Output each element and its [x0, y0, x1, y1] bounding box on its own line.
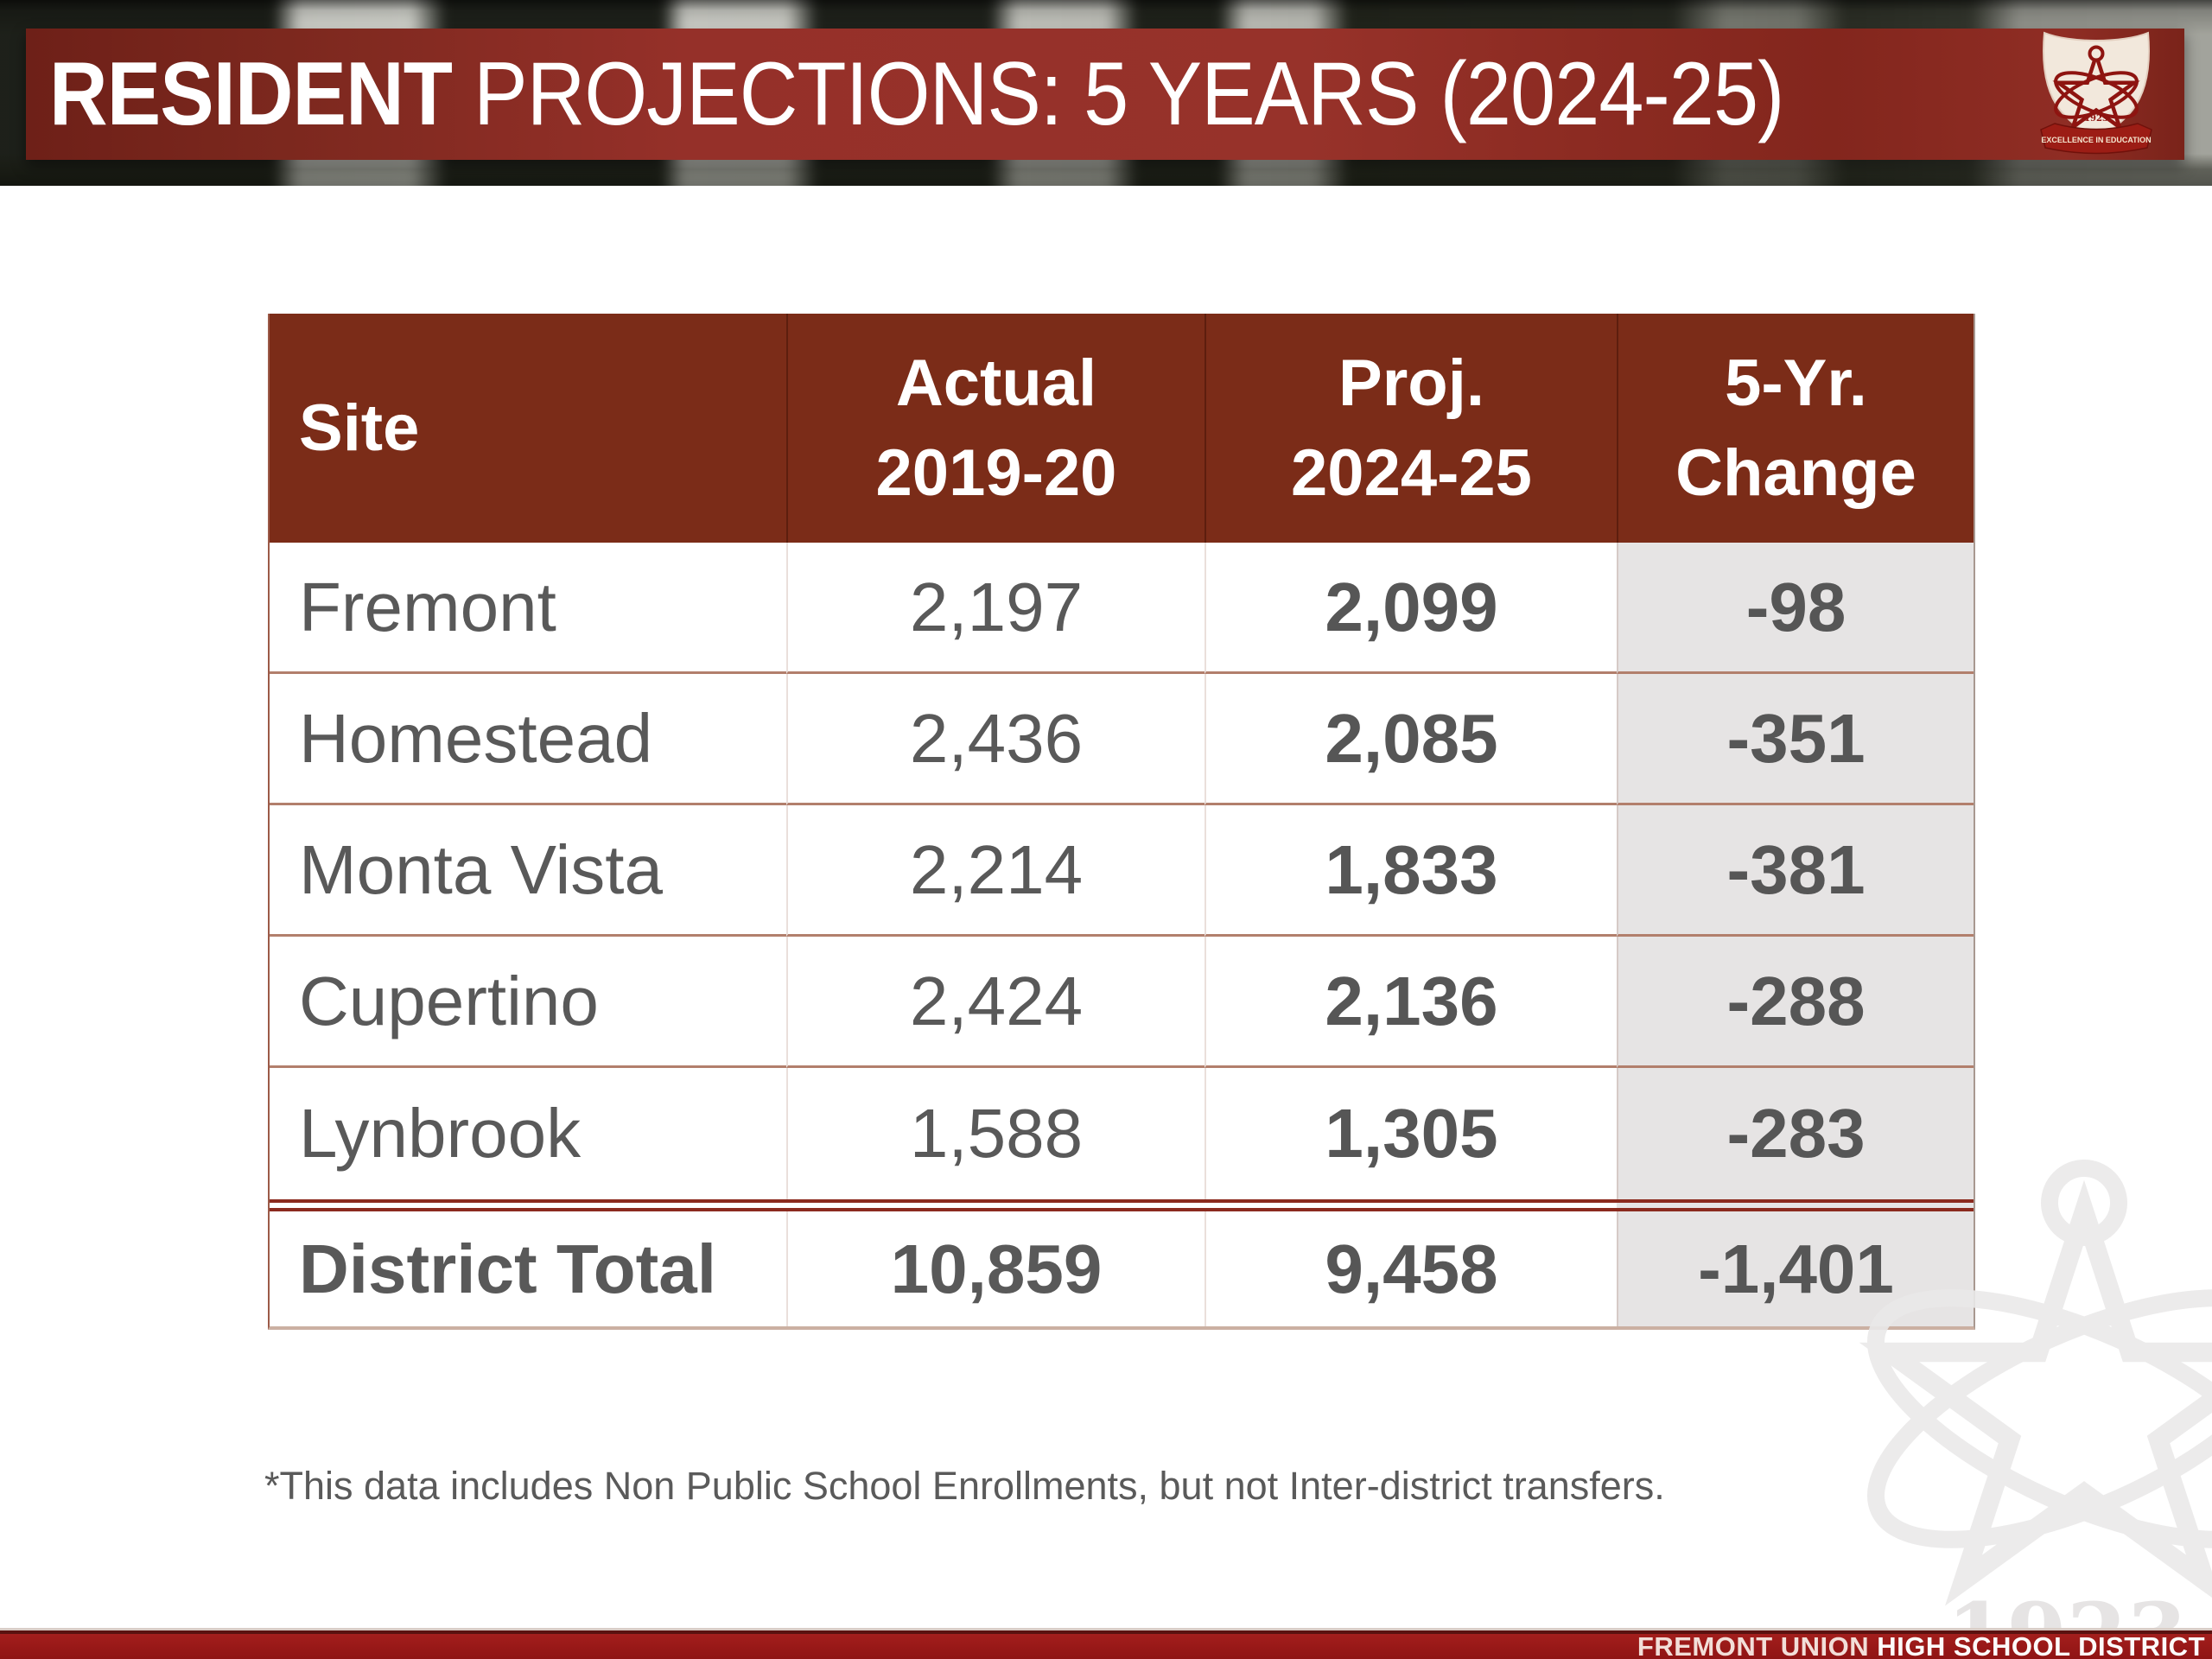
crest-star [2052, 48, 2140, 133]
title-band: RESIDENT PROJECTIONS: 5 YEARS (2024-25) [26, 29, 2184, 160]
cell-change: -288 [1617, 937, 1974, 1068]
cell-total-proj: 9,458 [1205, 1211, 1617, 1326]
cell-site: Homestead [270, 674, 786, 805]
cell-total-label: District Total [270, 1211, 786, 1326]
cell-actual: 2,424 [786, 937, 1205, 1068]
cell-change: -381 [1617, 805, 1974, 937]
col-header-actual: Actual 2019-20 [786, 314, 1205, 543]
projections-table: Site Actual 2019-20 Proj. 2024-25 5-Yr. … [268, 314, 1975, 1330]
col-header-proj-line1: Proj. [1338, 346, 1484, 421]
cell-actual: 2,436 [786, 674, 1205, 805]
footer-brand-bold: FREMONT UNION [1637, 1630, 1870, 1659]
col-header-actual-line2: 2019-20 [875, 435, 1117, 510]
crest-year: 1923 [2084, 114, 2108, 124]
col-header-proj: Proj. 2024-25 [1205, 314, 1617, 543]
cell-change: -351 [1617, 674, 1974, 805]
cell-total-change: -1,401 [1617, 1211, 1974, 1326]
cell-actual: 1,588 [786, 1068, 1205, 1199]
crest-apex-circle [2088, 45, 2105, 62]
cell-change: -283 [1617, 1068, 1974, 1199]
title-emphasis: RESIDENT [49, 44, 453, 144]
col-header-site: Site [270, 314, 786, 543]
cell-change: -98 [1617, 543, 1974, 674]
footer-bar: FREMONT UNION HIGH SCHOOL DISTRICT [0, 1628, 2212, 1659]
footnote: *This data includes Non Public School En… [264, 1464, 1665, 1508]
cell-proj: 2,099 [1205, 543, 1617, 674]
district-crest-icon: 1923 EXCELLENCE IN EDUCATION [2040, 31, 2152, 155]
col-header-change-line1: 5-Yr. [1725, 346, 1867, 421]
total-divider [270, 1199, 1974, 1211]
col-header-proj-line2: 2024-25 [1291, 435, 1532, 510]
cell-site: Fremont [270, 543, 786, 674]
crest-banner-text: EXCELLENCE IN EDUCATION [2041, 136, 2151, 144]
cell-proj: 2,085 [1205, 674, 1617, 805]
title-rest: PROJECTIONS: 5 YEARS (2024-25) [452, 44, 1784, 144]
cell-proj: 1,833 [1205, 805, 1617, 937]
col-header-actual-line1: Actual [895, 346, 1097, 421]
cell-proj: 2,136 [1205, 937, 1617, 1068]
cell-site: Cupertino [270, 937, 786, 1068]
cell-total-actual: 10,859 [786, 1211, 1205, 1326]
footer-brand-rest: HIGH SCHOOL DISTRICT [1869, 1630, 2205, 1659]
crest-banner [2040, 123, 2152, 155]
watermark-crest-icon: 1923 [1859, 1160, 2212, 1659]
cell-site: Lynbrook [270, 1068, 786, 1199]
col-header-change: 5-Yr. Change [1617, 314, 1974, 543]
col-header-change-line2: Change [1675, 435, 1916, 510]
cell-site: Monta Vista [270, 805, 786, 937]
page-title: RESIDENT PROJECTIONS: 5 YEARS (2024-25) [26, 29, 1968, 160]
cell-actual: 2,214 [786, 805, 1205, 937]
footer-district-name: FREMONT UNION HIGH SCHOOL DISTRICT [1637, 1628, 2205, 1659]
cell-actual: 2,197 [786, 543, 1205, 674]
cell-proj: 1,305 [1205, 1068, 1617, 1199]
